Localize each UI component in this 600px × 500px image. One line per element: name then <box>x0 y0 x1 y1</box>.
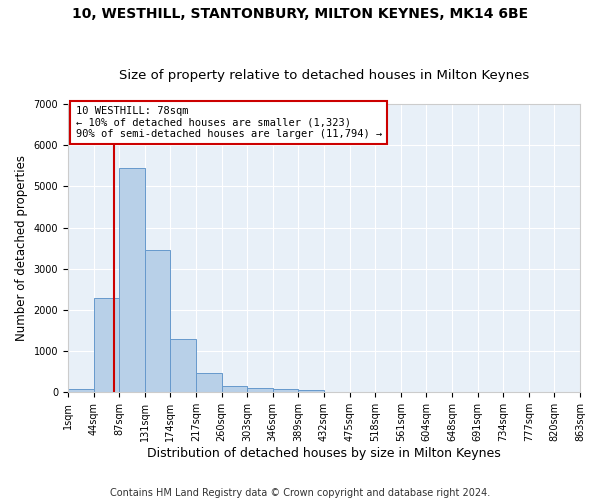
Text: 10, WESTHILL, STANTONBURY, MILTON KEYNES, MK14 6BE: 10, WESTHILL, STANTONBURY, MILTON KEYNES… <box>72 8 528 22</box>
Bar <box>196 374 221 392</box>
Bar <box>170 338 196 392</box>
Y-axis label: Number of detached properties: Number of detached properties <box>15 155 28 341</box>
Text: 10 WESTHILL: 78sqm
← 10% of detached houses are smaller (1,323)
90% of semi-deta: 10 WESTHILL: 78sqm ← 10% of detached hou… <box>76 106 382 140</box>
Text: Contains HM Land Registry data © Crown copyright and database right 2024.: Contains HM Land Registry data © Crown c… <box>110 488 490 498</box>
Bar <box>119 168 145 392</box>
Bar <box>221 386 247 392</box>
Bar <box>273 389 298 392</box>
Title: Size of property relative to detached houses in Milton Keynes: Size of property relative to detached ho… <box>119 69 529 82</box>
Bar <box>94 298 119 392</box>
Bar <box>298 390 324 392</box>
X-axis label: Distribution of detached houses by size in Milton Keynes: Distribution of detached houses by size … <box>147 447 501 460</box>
Bar <box>247 388 273 392</box>
Bar <box>68 389 94 392</box>
Bar <box>145 250 170 392</box>
